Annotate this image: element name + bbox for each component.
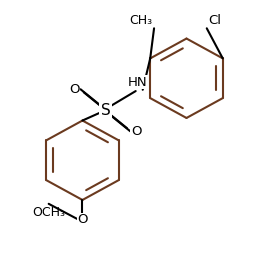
Text: Cl: Cl	[208, 14, 221, 27]
Text: HN: HN	[128, 76, 148, 89]
Text: O: O	[69, 83, 80, 96]
Text: O: O	[77, 213, 88, 226]
Text: CH₃: CH₃	[130, 14, 153, 27]
Text: O: O	[131, 125, 142, 138]
Text: S: S	[100, 103, 110, 118]
Text: OCH₃: OCH₃	[32, 206, 65, 219]
